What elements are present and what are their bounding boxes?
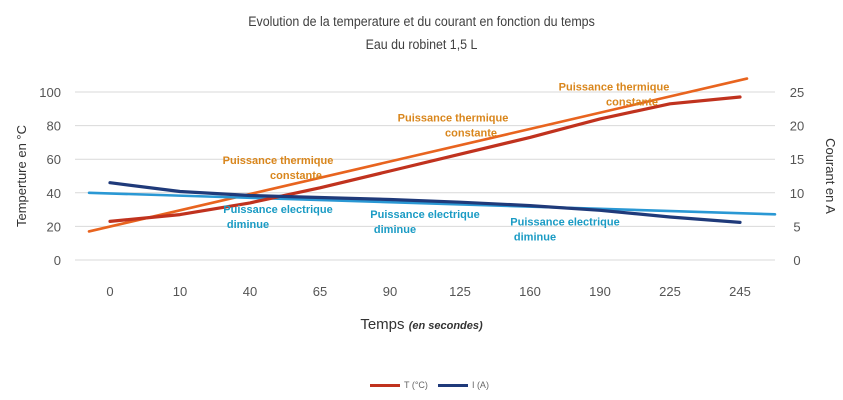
- trendline-0: [87, 77, 749, 233]
- x-tick-label: 90: [383, 284, 397, 299]
- x-tick-label: 0: [106, 284, 113, 299]
- y-tick-label: 60: [47, 152, 61, 167]
- y-tick-label: 0: [54, 253, 61, 268]
- y-axis-title: Temperture en °C: [14, 125, 29, 227]
- annotation-4: Puissance electrique diminue: [370, 209, 479, 236]
- legend-label-temperature: T (°C): [404, 380, 428, 390]
- annotation-0: Puissance thermique constante: [223, 155, 334, 182]
- annotation-5: Puissance electrique diminue: [510, 217, 619, 244]
- legend: T (°C) I (A): [370, 380, 489, 390]
- y-tick-label: 100: [39, 85, 61, 100]
- chart-title: Evolution de la temperature et du couran…: [248, 14, 595, 29]
- x-tick-label: 10: [173, 284, 187, 299]
- annotation-1: Puissance thermique constante: [398, 112, 509, 139]
- y2-tick-label: 10: [790, 186, 804, 201]
- series-line-0: [108, 95, 742, 223]
- y2-tick-label: 15: [790, 152, 804, 167]
- x-tick-label: 190: [589, 284, 611, 299]
- y2-tick-label: 25: [790, 85, 804, 100]
- y2-tick-label: 20: [790, 119, 804, 134]
- x-tick-label: 245: [729, 284, 751, 299]
- legend-label-current: I (A): [471, 380, 489, 390]
- annotation-3: Puissance electrique diminue: [223, 204, 332, 231]
- x-tick-label: 40: [243, 284, 257, 299]
- x-axis-title: Temps (en secondes): [0, 316, 843, 333]
- y2-tick-label: 5: [793, 219, 800, 234]
- legend-item-temperature: T (°C): [370, 380, 428, 390]
- annotation-2: Puissance thermique constante: [559, 81, 670, 108]
- y2-tick-label: 0: [793, 253, 800, 268]
- legend-swatch-temperature: [370, 383, 400, 387]
- y-tick-label: 40: [47, 186, 61, 201]
- x-tick-label: 125: [449, 284, 471, 299]
- chart-subtitle: Eau du robinet 1,5 L: [365, 37, 478, 52]
- y2-axis-title: Courant en A: [823, 138, 838, 214]
- legend-swatch-current: [437, 383, 468, 387]
- x-tick-label: 65: [313, 284, 327, 299]
- x-axis-label: Temps: [360, 316, 405, 333]
- x-axis-unit: (en secondes): [408, 320, 483, 332]
- x-tick-label: 225: [659, 284, 681, 299]
- legend-item-current: I (A): [437, 380, 489, 390]
- x-tick-label: 160: [519, 284, 541, 299]
- y-tick-label: 20: [47, 219, 61, 234]
- series-line-1: [108, 181, 742, 224]
- trendline-1: [87, 191, 777, 216]
- y-tick-label: 80: [47, 119, 61, 134]
